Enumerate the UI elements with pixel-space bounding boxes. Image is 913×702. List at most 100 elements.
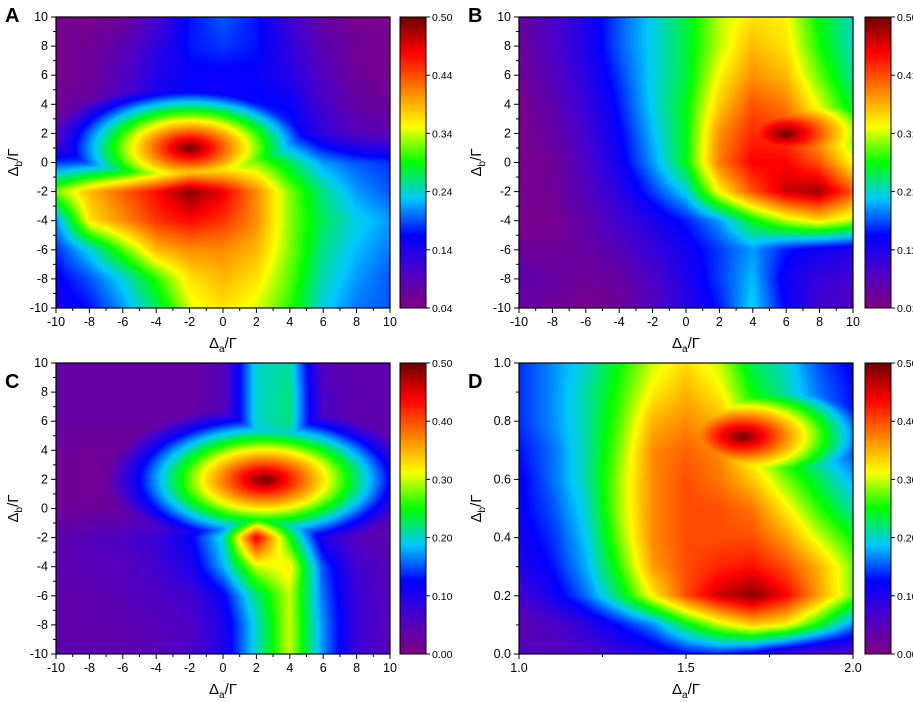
colorbar-tick-label: 0.21 (897, 187, 913, 199)
panel-a: A 0.04 0.14 0.24 0.34 0.44 0.50 -10 -8 -6 -4 -2 0 2… (5, 5, 453, 355)
y-tick-label: 2 (41, 472, 48, 486)
heatmap-image (519, 17, 853, 308)
x-tick-label: 10 (383, 661, 397, 675)
y-tick-label: 10 (34, 356, 48, 370)
y-tick-label: -8 (37, 272, 48, 286)
x-tick-label: 0 (683, 315, 690, 329)
y-tick-label: -2 (500, 185, 511, 199)
panel-d-axes: 1.0 1.5 2.0 0.0 0.2 0.4 0.6 0.8 1.0 Δa/Γ Δb/Γ (468, 356, 862, 701)
y-tick-label: 1.0 (494, 356, 511, 370)
x-tick-label: -2 (184, 315, 195, 329)
colorbar-tick-label: 0.00 (432, 649, 453, 661)
heatmap-image (519, 363, 853, 654)
y-tick-label: 2 (41, 126, 48, 140)
colorbar-tick-label: 0.24 (432, 187, 453, 199)
colorbar-tick-label: 0.34 (432, 128, 453, 140)
y-tick-label: -2 (37, 185, 48, 199)
x-axis-title: Δa/Γ (672, 681, 700, 701)
x-tick-label: 8 (353, 661, 360, 675)
y-axis-title: Δb/Γ (5, 494, 25, 522)
panel-a-axes: -10 -8 -6 -4 -2 0 2 4 6 8 10 -10 -8 -6 -4 -2 0 2 4 6 8 10 Δa/Γ… (5, 10, 397, 355)
panel-c: C 0.00 0.10 0.20 0.30 0.40 0.50 -10 -8 -6 -4 -2 0 2… (5, 356, 453, 701)
x-tick-label: 6 (320, 315, 327, 329)
y-tick-label: 10 (497, 10, 511, 24)
y-tick-label: 0.2 (494, 589, 511, 603)
x-tick-label: 2.0 (844, 661, 861, 675)
y-tick-label: 0 (504, 156, 511, 170)
colorbar-tick-label: 0.10 (432, 591, 453, 603)
x-tick-label: -2 (647, 315, 658, 329)
y-tick-label: 6 (41, 68, 48, 82)
panel-b: B 0.01 0.11 0.21 0.31 0.41 0.50 -10 -8 -6 -4 -2 0 2… (468, 5, 913, 355)
colorbar-tick-label: 0.04 (432, 303, 453, 315)
heatmap-image (56, 17, 390, 308)
colorbar-tick-label: 0.20 (432, 533, 453, 545)
y-tick-label: -2 (37, 531, 48, 545)
colorbar-gradient (399, 362, 427, 655)
colorbar-tick-label: 0.30 (432, 474, 453, 486)
y-tick-label: 4 (504, 97, 511, 111)
y-tick-label: -10 (30, 301, 48, 315)
y-tick-label: -4 (37, 214, 48, 228)
y-tick-label: 8 (504, 39, 511, 53)
y-tick-label: 6 (41, 414, 48, 428)
panel-d-heatmap (519, 363, 853, 654)
colorbar-tick-label: 0.40 (897, 416, 913, 428)
y-tick-label: -10 (30, 647, 48, 661)
x-tick-label: 4 (286, 661, 293, 675)
y-tick-label: -6 (500, 243, 511, 257)
x-tick-label: -6 (117, 661, 128, 675)
colorbar-tick-label: 0.01 (897, 303, 913, 315)
x-tick-label: -6 (580, 315, 591, 329)
y-tick-label: 6 (504, 68, 511, 82)
y-tick-label: 2 (504, 126, 511, 140)
x-tick-label: 8 (816, 315, 823, 329)
y-tick-label: -4 (500, 214, 511, 228)
y-tick-label: -4 (37, 560, 48, 574)
y-tick-label: 4 (41, 443, 48, 457)
x-tick-label: -2 (184, 661, 195, 675)
panel-letter-b: B (468, 5, 482, 27)
x-axis-title: Δa/Γ (672, 335, 700, 355)
y-tick-label: 0.4 (494, 531, 511, 545)
panel-d-colorbar: 0.00 0.10 0.20 0.30 0.40 0.50 (864, 358, 913, 661)
x-tick-label: 1.5 (677, 661, 694, 675)
panel-letter-a: A (5, 5, 19, 27)
y-tick-label: -8 (500, 272, 511, 286)
x-tick-label: -8 (84, 661, 95, 675)
colorbar-tick-label: 0.00 (897, 649, 913, 661)
panel-letter-c: C (5, 371, 19, 393)
y-tick-label: -6 (37, 589, 48, 603)
x-tick-label: 2 (253, 315, 260, 329)
colorbar-tick-label: 0.41 (897, 70, 913, 82)
x-tick-label: 8 (353, 315, 360, 329)
colorbar-gradient (864, 16, 892, 309)
x-tick-label: 4 (749, 315, 756, 329)
y-tick-label: -8 (37, 618, 48, 632)
y-tick-label: 0 (41, 156, 48, 170)
colorbar-tick-label: 0.31 (897, 128, 913, 140)
x-tick-label: 0 (220, 315, 227, 329)
y-tick-label: 0.0 (494, 647, 511, 661)
y-tick-label: 10 (34, 10, 48, 24)
colorbar-tick-label: 0.50 (897, 358, 913, 370)
x-axis-title: Δa/Γ (209, 335, 237, 355)
x-tick-label: -6 (117, 315, 128, 329)
x-tick-label: 1.0 (510, 661, 527, 675)
colorbar-tick-label: 0.50 (897, 12, 913, 24)
colorbar-tick-label: 0.44 (432, 70, 453, 82)
colorbar-tick-label: 0.20 (897, 533, 913, 545)
x-tick-label: -8 (84, 315, 95, 329)
panel-d: D 0.000.100.200.300.400.50 1.01.52.00.00… (468, 356, 913, 701)
x-tick-label: 0 (220, 661, 227, 675)
x-tick-label: 6 (783, 315, 790, 329)
y-tick-label: -6 (37, 243, 48, 257)
colorbar-tick-label: 0.30 (897, 474, 913, 486)
heatmap-image (56, 363, 390, 654)
x-tick-label: -10 (47, 661, 65, 675)
x-tick-label: -10 (510, 315, 528, 329)
colorbar-tick-label: 0.14 (432, 245, 453, 257)
colorbar-gradient (399, 16, 427, 309)
colorbar-tick-label: 0.11 (897, 245, 913, 257)
x-tick-label: -10 (47, 315, 65, 329)
